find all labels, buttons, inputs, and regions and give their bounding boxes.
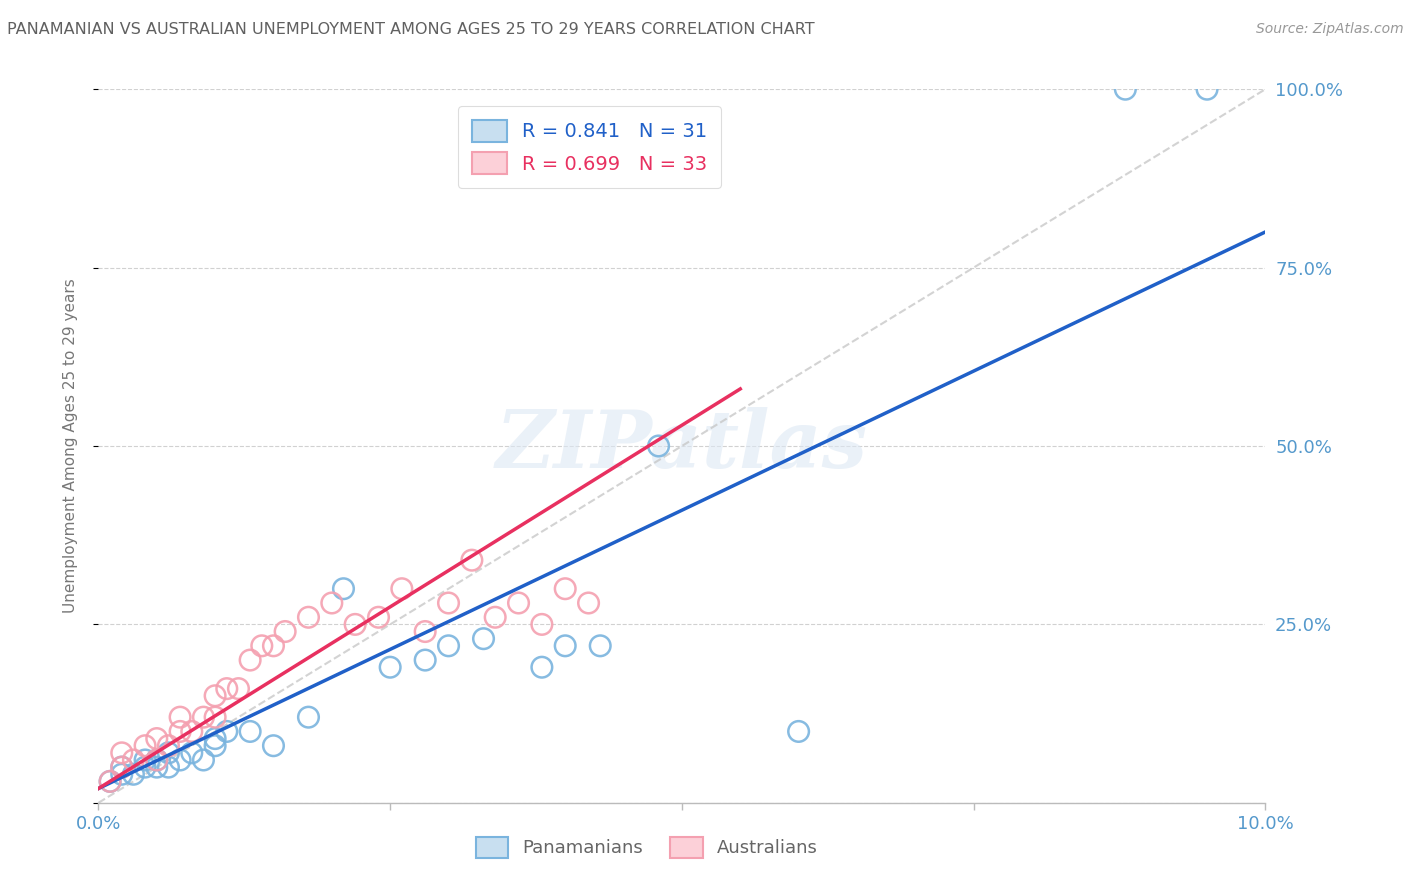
Point	[1195, 82, 1218, 96]
Point	[215, 724, 238, 739]
Point	[578, 596, 600, 610]
Point	[204, 739, 226, 753]
Point	[204, 689, 226, 703]
Point	[157, 739, 180, 753]
Point	[321, 596, 343, 610]
Point	[484, 610, 506, 624]
Point	[157, 746, 180, 760]
Point	[180, 724, 202, 739]
Y-axis label: Unemployment Among Ages 25 to 29 years: Unemployment Among Ages 25 to 29 years	[63, 278, 77, 614]
Point	[250, 639, 273, 653]
Point	[787, 724, 810, 739]
Point	[134, 739, 156, 753]
Point	[647, 439, 669, 453]
Text: PANAMANIAN VS AUSTRALIAN UNEMPLOYMENT AMONG AGES 25 TO 29 YEARS CORRELATION CHAR: PANAMANIAN VS AUSTRALIAN UNEMPLOYMENT AM…	[7, 22, 814, 37]
Point	[344, 617, 367, 632]
Text: ZIPatlas: ZIPatlas	[496, 408, 868, 484]
Point	[461, 553, 484, 567]
Point	[146, 753, 169, 767]
Point	[98, 774, 121, 789]
Point	[146, 731, 169, 746]
Point	[554, 582, 576, 596]
Point	[134, 760, 156, 774]
Point	[378, 660, 402, 674]
Point	[204, 710, 226, 724]
Point	[111, 746, 134, 760]
Point	[169, 710, 191, 724]
Point	[98, 774, 121, 789]
Point	[193, 753, 215, 767]
Point	[297, 610, 319, 624]
Point	[111, 760, 134, 774]
Point	[169, 753, 191, 767]
Point	[472, 632, 495, 646]
Point	[262, 639, 284, 653]
Point	[413, 624, 436, 639]
Point	[391, 582, 413, 596]
Point	[228, 681, 250, 696]
Point	[1114, 82, 1136, 96]
Point	[180, 746, 202, 760]
Point	[239, 653, 262, 667]
Point	[367, 610, 389, 624]
Point	[122, 767, 145, 781]
Point	[122, 753, 145, 767]
Point	[589, 639, 612, 653]
Point	[297, 710, 319, 724]
Point	[262, 739, 284, 753]
Point	[332, 582, 354, 596]
Text: Source: ZipAtlas.com: Source: ZipAtlas.com	[1256, 22, 1403, 37]
Point	[146, 753, 169, 767]
Point	[508, 596, 530, 610]
Point	[157, 760, 180, 774]
Point	[146, 760, 169, 774]
Legend: Panamanians, Australians: Panamanians, Australians	[468, 830, 825, 865]
Point	[111, 767, 134, 781]
Point	[204, 731, 226, 746]
Point	[554, 639, 576, 653]
Point	[530, 660, 553, 674]
Point	[274, 624, 297, 639]
Point	[134, 753, 156, 767]
Point	[437, 639, 460, 653]
Point	[437, 596, 460, 610]
Point	[413, 653, 436, 667]
Point	[193, 710, 215, 724]
Point	[239, 724, 262, 739]
Point	[111, 760, 134, 774]
Point	[215, 681, 238, 696]
Point	[530, 617, 553, 632]
Point	[169, 724, 191, 739]
